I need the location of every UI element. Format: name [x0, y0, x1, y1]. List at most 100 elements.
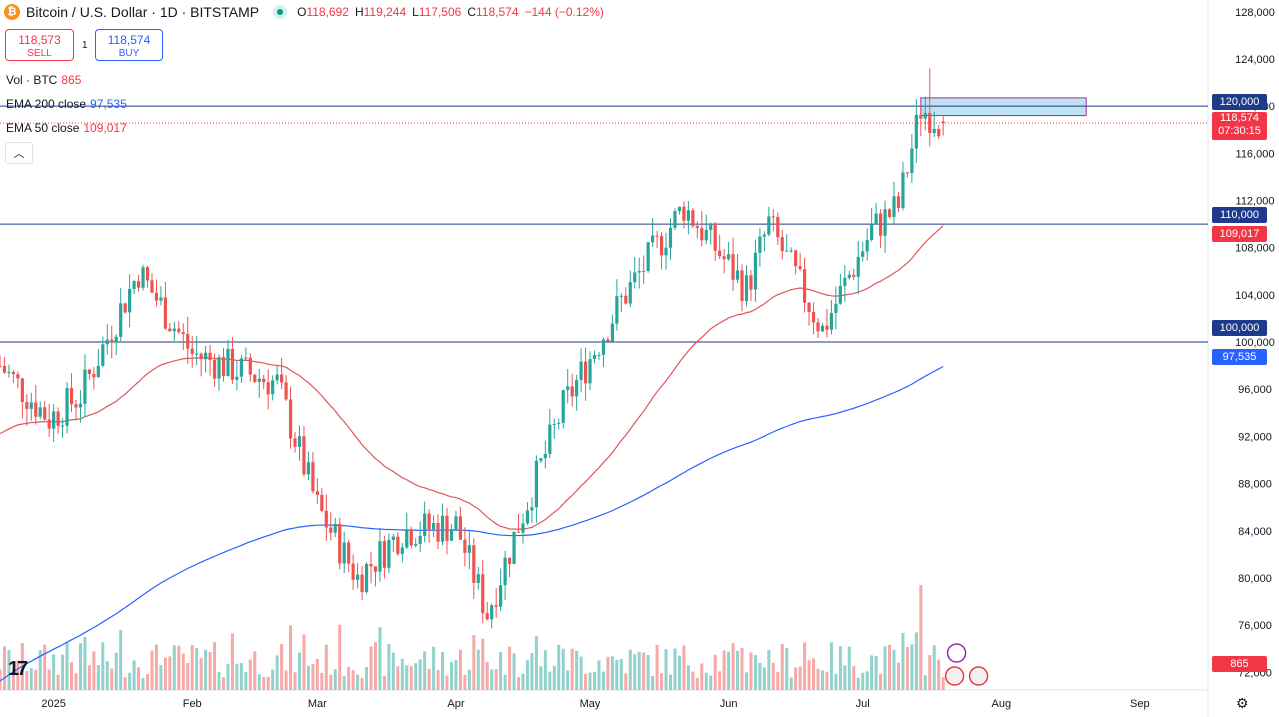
candle-body: [548, 424, 552, 454]
candle-body: [610, 323, 614, 342]
volume-bar: [333, 669, 337, 690]
symbol-title[interactable]: Bitcoin / U.S. Dollar · 1D · BITSTAMP: [26, 4, 260, 20]
volume-bar: [253, 651, 257, 690]
candle-body: [96, 365, 100, 378]
candle-body: [159, 297, 163, 301]
buy-label: BUY: [118, 48, 140, 59]
volume-bar: [932, 645, 936, 690]
candle-body: [870, 224, 874, 240]
candle-body: [861, 251, 865, 257]
candle-body: [293, 438, 297, 447]
candle-body: [561, 389, 565, 423]
candle-body: [727, 254, 731, 260]
candle-body: [87, 369, 91, 375]
volume-bar: [463, 674, 467, 690]
volume-bar: [606, 656, 610, 690]
volume-bar: [311, 663, 315, 690]
volume-bar: [351, 670, 355, 690]
gear-icon[interactable]: ⚙: [1236, 695, 1249, 711]
candle-body: [391, 536, 395, 540]
candle-body: [883, 209, 887, 236]
y-tick-label: 100,000: [1235, 337, 1275, 349]
candle-body: [226, 348, 230, 377]
x-tick-label: May: [580, 698, 601, 710]
candle-body: [628, 282, 632, 304]
candle-body: [78, 403, 83, 408]
collapse-legend-button[interactable]: ︿: [5, 142, 33, 164]
volume-bar: [342, 676, 346, 690]
volume-bar: [195, 648, 199, 690]
sell-button[interactable]: 118,573 SELL: [5, 29, 74, 61]
volume-legend[interactable]: Vol · BTC 865: [6, 73, 81, 87]
volume-bar: [445, 675, 449, 690]
candle-body: [503, 557, 507, 586]
candle-body: [208, 352, 212, 360]
candle-body: [221, 357, 226, 377]
candle-body: [789, 250, 793, 252]
volume-bar: [704, 672, 708, 690]
candle-body: [181, 332, 185, 334]
volume-bar: [686, 665, 690, 690]
candle-body: [463, 539, 467, 553]
volume-bar: [257, 674, 261, 690]
volume-bar: [490, 669, 494, 690]
y-tick-label: 84,000: [1238, 526, 1272, 538]
volume-bar: [677, 655, 681, 690]
volume-bar: [727, 651, 731, 690]
volume-bar: [16, 660, 20, 690]
volume-bar: [709, 675, 713, 690]
candle-body: [230, 348, 235, 380]
bitcoin-icon: ₿: [4, 4, 20, 20]
candle-body: [83, 369, 87, 404]
candle-body: [887, 209, 892, 217]
candle-body: [597, 354, 601, 356]
volume-bar: [11, 669, 15, 690]
y-tick-label: 104,000: [1235, 290, 1275, 302]
candle-body: [472, 545, 476, 583]
volume-bar: [70, 662, 74, 690]
candle-body: [195, 353, 199, 355]
volume-bar: [794, 667, 798, 690]
candle-body: [583, 361, 588, 384]
candle-body: [123, 303, 127, 313]
candle-body: [105, 339, 109, 345]
volume-bar: [584, 673, 588, 690]
last-price-tag: 118,574 07:30:15: [1212, 112, 1267, 140]
ema50-legend[interactable]: EMA 50 close 109,017: [6, 121, 127, 135]
volume-bar: [861, 672, 865, 690]
ema200-label: EMA 200 close: [6, 97, 87, 111]
chevron-up-icon: ︿: [13, 148, 25, 160]
buy-button[interactable]: 118,574 BUY: [95, 29, 163, 61]
candle-body: [731, 254, 735, 280]
candle-body: [445, 515, 449, 541]
candle-body: [512, 531, 516, 564]
volume-bar: [467, 669, 471, 690]
candle-body: [677, 206, 682, 212]
candle-body: [642, 270, 646, 272]
candle-body: [740, 270, 744, 302]
ema200-legend[interactable]: EMA 200 close 97,535: [6, 97, 127, 111]
sell-price: 118,573: [18, 33, 61, 47]
volume-bar: [852, 666, 856, 690]
volume-bar: [365, 667, 369, 690]
candle-body: [20, 378, 24, 402]
candle-body: [199, 353, 203, 360]
volume-bar: [539, 666, 543, 690]
volume-bar: [713, 654, 717, 690]
candle-body: [43, 407, 47, 420]
volume-bar: [280, 643, 284, 690]
volume-bar: [597, 660, 601, 690]
x-tick-label: Apr: [447, 698, 464, 710]
bar-countdown: 07:30:15: [1218, 125, 1261, 137]
volume-bar: [387, 643, 391, 690]
candle-body: [253, 374, 257, 382]
candle-body: [758, 236, 762, 253]
volume-bar: [454, 660, 458, 690]
volume-bar: [436, 669, 440, 690]
volume-bar: [248, 659, 252, 690]
tradingview-logo[interactable]: 17: [8, 658, 28, 680]
volume-bar: [52, 654, 56, 690]
volume-bar: [879, 673, 883, 690]
volume-bar: [347, 666, 351, 690]
